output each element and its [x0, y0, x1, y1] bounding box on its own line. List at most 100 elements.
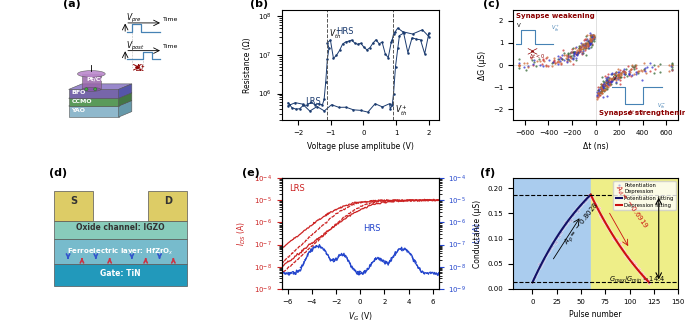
Point — [580, 36, 590, 41]
Point — [586, 37, 597, 42]
Point — [538, 57, 549, 62]
Point — [598, 85, 609, 91]
Point — [548, 59, 559, 64]
Depression fitting — [598, 215, 606, 219]
Point — [592, 85, 603, 90]
Potentiation — [532, 270, 543, 275]
Point — [603, 71, 614, 76]
Point — [613, 74, 624, 79]
Point — [556, 56, 567, 61]
Point — [623, 69, 634, 74]
Point — [606, 72, 617, 77]
Potentiation fitting — [549, 241, 557, 245]
Potentiation — [547, 243, 558, 248]
Point — [614, 75, 625, 80]
Point — [607, 76, 618, 81]
Depression fitting — [645, 281, 653, 284]
Point — [603, 77, 614, 82]
Point — [601, 93, 612, 98]
Point — [581, 44, 592, 49]
Point — [623, 71, 634, 76]
Point — [585, 45, 596, 50]
Point — [602, 84, 613, 89]
Depression — [587, 198, 598, 203]
Point — [553, 54, 564, 59]
Point — [606, 79, 617, 84]
Point — [597, 85, 608, 91]
Point — [621, 74, 632, 79]
Point — [610, 72, 621, 77]
Point — [585, 38, 596, 43]
Depression — [610, 237, 621, 242]
Point — [603, 83, 614, 88]
Point — [613, 73, 624, 78]
Point — [579, 42, 590, 47]
Point — [568, 49, 579, 55]
Potentiation — [582, 193, 593, 198]
Point — [579, 44, 590, 49]
Point — [566, 49, 577, 54]
Depression — [607, 231, 618, 236]
Point — [597, 82, 608, 87]
Potentiation — [533, 267, 544, 272]
Point — [601, 82, 612, 88]
Text: Oxide channel: IGZO: Oxide channel: IGZO — [77, 223, 165, 232]
X-axis label: Voltage pluse amplitube (V): Voltage pluse amplitube (V) — [307, 142, 414, 151]
FancyBboxPatch shape — [54, 191, 93, 221]
Point — [596, 91, 607, 96]
Text: (d): (d) — [49, 168, 67, 178]
Point — [573, 49, 584, 54]
Point — [585, 38, 596, 43]
Depression — [633, 267, 644, 272]
Point — [584, 30, 595, 36]
Point — [582, 40, 593, 45]
Depression — [643, 281, 654, 286]
Text: (f): (f) — [480, 168, 495, 178]
Point — [633, 68, 644, 74]
Depression fitting — [586, 193, 595, 197]
Point — [561, 56, 572, 61]
Depression fitting — [600, 219, 608, 223]
Point — [595, 90, 606, 95]
Point — [608, 76, 619, 82]
Point — [601, 87, 612, 92]
Point — [667, 67, 677, 72]
Point — [564, 54, 575, 59]
Point — [552, 59, 563, 64]
Text: Time: Time — [163, 44, 178, 49]
Point — [611, 75, 622, 81]
Line: Potentiation fitting: Potentiation fitting — [532, 195, 590, 282]
Depression — [614, 240, 625, 245]
Point — [598, 82, 609, 88]
Depression — [593, 205, 604, 211]
Point — [638, 67, 649, 72]
Point — [640, 71, 651, 76]
Point — [555, 55, 566, 60]
Point — [568, 49, 579, 54]
Point — [606, 76, 617, 81]
Point — [569, 49, 580, 54]
Point — [582, 46, 593, 51]
Point — [606, 76, 617, 82]
Depression — [631, 265, 642, 270]
Point — [566, 46, 577, 51]
Point — [597, 94, 608, 100]
Point — [531, 63, 542, 68]
Point — [639, 61, 650, 66]
Depression — [606, 229, 616, 234]
Point — [567, 52, 578, 57]
Point — [576, 43, 587, 48]
Text: D: D — [164, 196, 172, 206]
Point — [628, 65, 639, 70]
Depression — [634, 266, 645, 272]
Point — [625, 66, 636, 71]
Depression — [594, 210, 605, 215]
Point — [654, 70, 665, 75]
Point — [571, 52, 582, 57]
Point — [570, 49, 581, 55]
Point — [603, 75, 614, 81]
Depression — [588, 199, 599, 204]
Point — [627, 63, 638, 68]
Point — [626, 66, 637, 72]
Text: $G_{max}/G_{min} = 14.4$: $G_{max}/G_{min} = 14.4$ — [609, 275, 665, 285]
